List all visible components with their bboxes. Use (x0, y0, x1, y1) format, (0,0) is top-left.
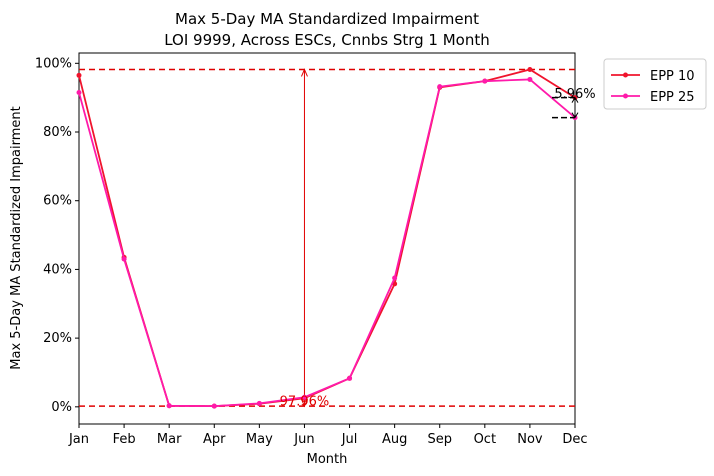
series-1-point (527, 66, 533, 72)
y-tick-label: 0% (51, 400, 72, 415)
y-axis-label: Max 5-Day MA Standardized Impairment (9, 106, 24, 369)
x-axis-label: Month (307, 452, 348, 467)
series-2-point (437, 84, 443, 90)
x-tick-label: May (246, 432, 273, 447)
y-tick-label: 40% (43, 262, 72, 277)
series-2-point (301, 394, 307, 400)
y-tick-label: 100% (35, 56, 72, 71)
series-2-point (211, 403, 217, 409)
x-tick-label: Dec (562, 432, 587, 447)
dec-gap-arrow-head-bottom (571, 112, 579, 119)
series-2-point (256, 400, 262, 406)
range-arrow-head-top (300, 68, 308, 77)
y-tick-label: 20% (43, 331, 72, 346)
x-tick-label: Jan (68, 432, 89, 447)
legend-swatch-marker (623, 72, 628, 78)
range-arrow-head-bottom (300, 398, 308, 408)
chart-subtitle: LOI 9999, Across ESCs, Cnnbs Strg 1 Mont… (164, 31, 490, 49)
legend-label: EPP 10 (650, 69, 695, 84)
series-2-point (527, 76, 533, 82)
y-tick-label: 60% (43, 194, 72, 209)
series-2-point (121, 256, 127, 262)
range-annotation-label: 97.96% (280, 395, 330, 410)
legend-swatch-marker (623, 93, 628, 99)
series-2-point (347, 375, 353, 381)
series-1-point (76, 72, 82, 78)
y-tick-label: 80% (43, 125, 72, 140)
x-tick-label: Apr (203, 432, 226, 447)
series-2-point (392, 275, 398, 281)
x-tick-label: Aug (382, 432, 407, 447)
x-tick-label: Oct (474, 432, 496, 447)
x-tick-label: Jul (341, 432, 358, 447)
chart-title: Max 5-Day MA Standardized Impairment (175, 10, 479, 28)
dec-annotation-label: 5.96% (554, 87, 595, 102)
dec-gap-arrow-head-top (571, 96, 579, 103)
x-tick-label: Jun (293, 432, 314, 447)
series-line-2 (78, 78, 576, 408)
x-tick-label: Sep (427, 432, 452, 447)
series-2-point (482, 78, 488, 84)
legend-label: EPP 25 (650, 90, 695, 105)
x-tick-label: Nov (517, 432, 543, 447)
plot-frame (78, 52, 576, 425)
series-2-point (76, 90, 82, 96)
x-tick-label: Mar (157, 432, 182, 447)
legend: EPP 10 EPP 25 (603, 58, 707, 110)
series-2-point (166, 403, 172, 409)
x-tick-label: Feb (113, 432, 136, 447)
